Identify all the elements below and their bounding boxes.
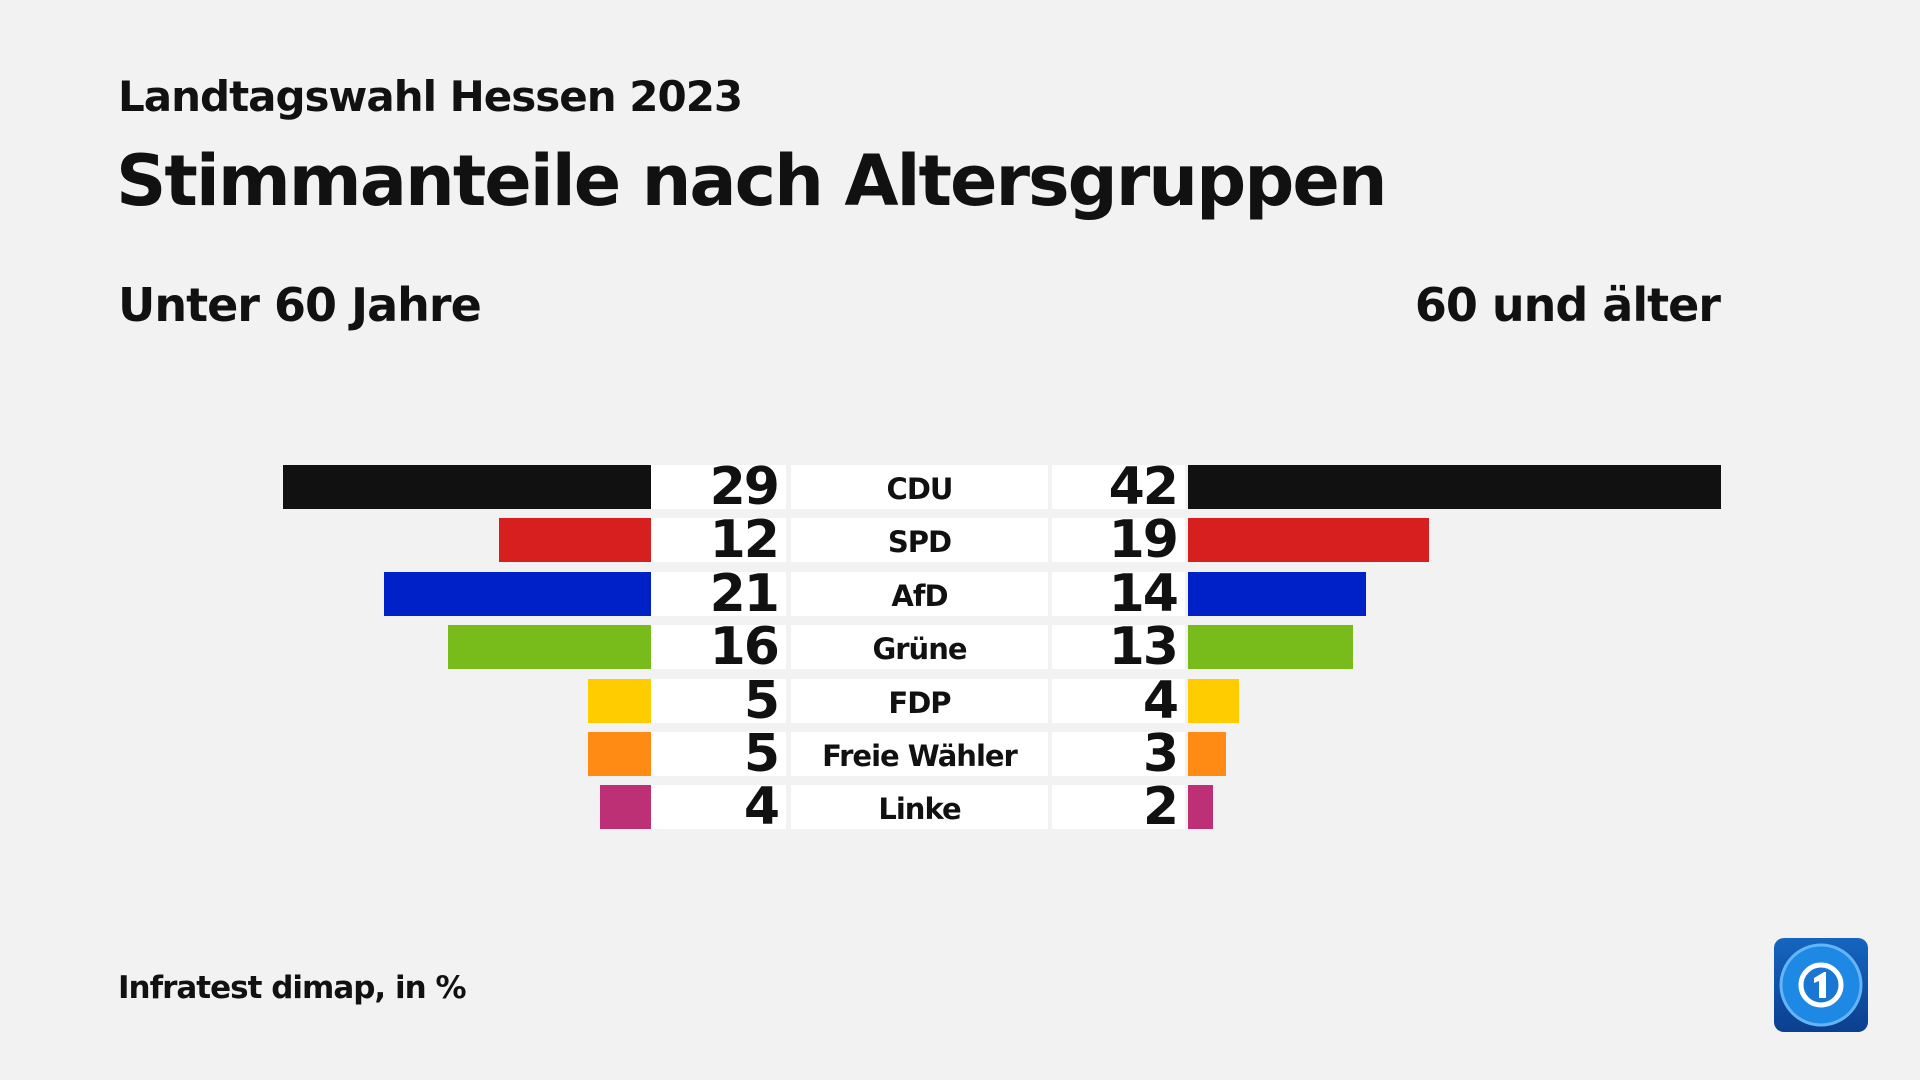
value-left-6: 4 (651, 777, 786, 837)
bar-left-5 (587, 732, 651, 776)
value-right-2: 14 (1052, 564, 1185, 624)
value-left-5: 5 (651, 724, 786, 784)
bar-right-0 (1188, 465, 1722, 509)
group-label-right: 60 und älter (1414, 278, 1721, 332)
bar-left-4 (587, 678, 651, 723)
bar-right-1 (1188, 518, 1430, 563)
bar-left-0 (282, 465, 651, 509)
bar-right-4 (1188, 678, 1239, 723)
bar-left-3 (447, 625, 651, 670)
bar-right-6 (1188, 785, 1214, 830)
bar-right-2 (1188, 571, 1366, 616)
source-note: Infratest dimap, in % (118, 970, 467, 1006)
group-label-left: Unter 60 Jahre (118, 278, 482, 332)
value-right-4: 4 (1052, 671, 1185, 731)
tagesschau-logo-icon (1774, 938, 1868, 1032)
category-label-5: Freie Wähler (791, 732, 1048, 776)
bar-right-5 (1188, 732, 1227, 776)
category-label-1: SPD (791, 518, 1048, 563)
value-right-5: 3 (1052, 724, 1185, 784)
category-label-0: CDU (791, 465, 1048, 509)
category-label-3: Grüne (791, 625, 1048, 670)
bar-left-1 (498, 518, 651, 563)
value-left-4: 5 (651, 671, 786, 731)
category-label-2: AfD (791, 571, 1048, 616)
value-left-0: 29 (651, 457, 786, 517)
value-right-1: 19 (1052, 510, 1185, 570)
value-right-6: 2 (1052, 777, 1185, 837)
bar-left-6 (600, 785, 651, 830)
category-label-6: Linke (791, 785, 1048, 830)
value-left-2: 21 (651, 564, 786, 624)
value-left-1: 12 (651, 510, 786, 570)
chart-title: Stimmanteile nach Altersgruppen (116, 140, 1388, 222)
bar-right-3 (1188, 625, 1354, 670)
value-right-0: 42 (1052, 457, 1185, 517)
supertitle: Landtagswahl Hessen 2023 (118, 72, 743, 121)
value-left-3: 16 (651, 617, 786, 677)
bar-left-2 (384, 571, 651, 616)
value-right-3: 13 (1052, 617, 1185, 677)
category-label-4: FDP (791, 678, 1048, 723)
